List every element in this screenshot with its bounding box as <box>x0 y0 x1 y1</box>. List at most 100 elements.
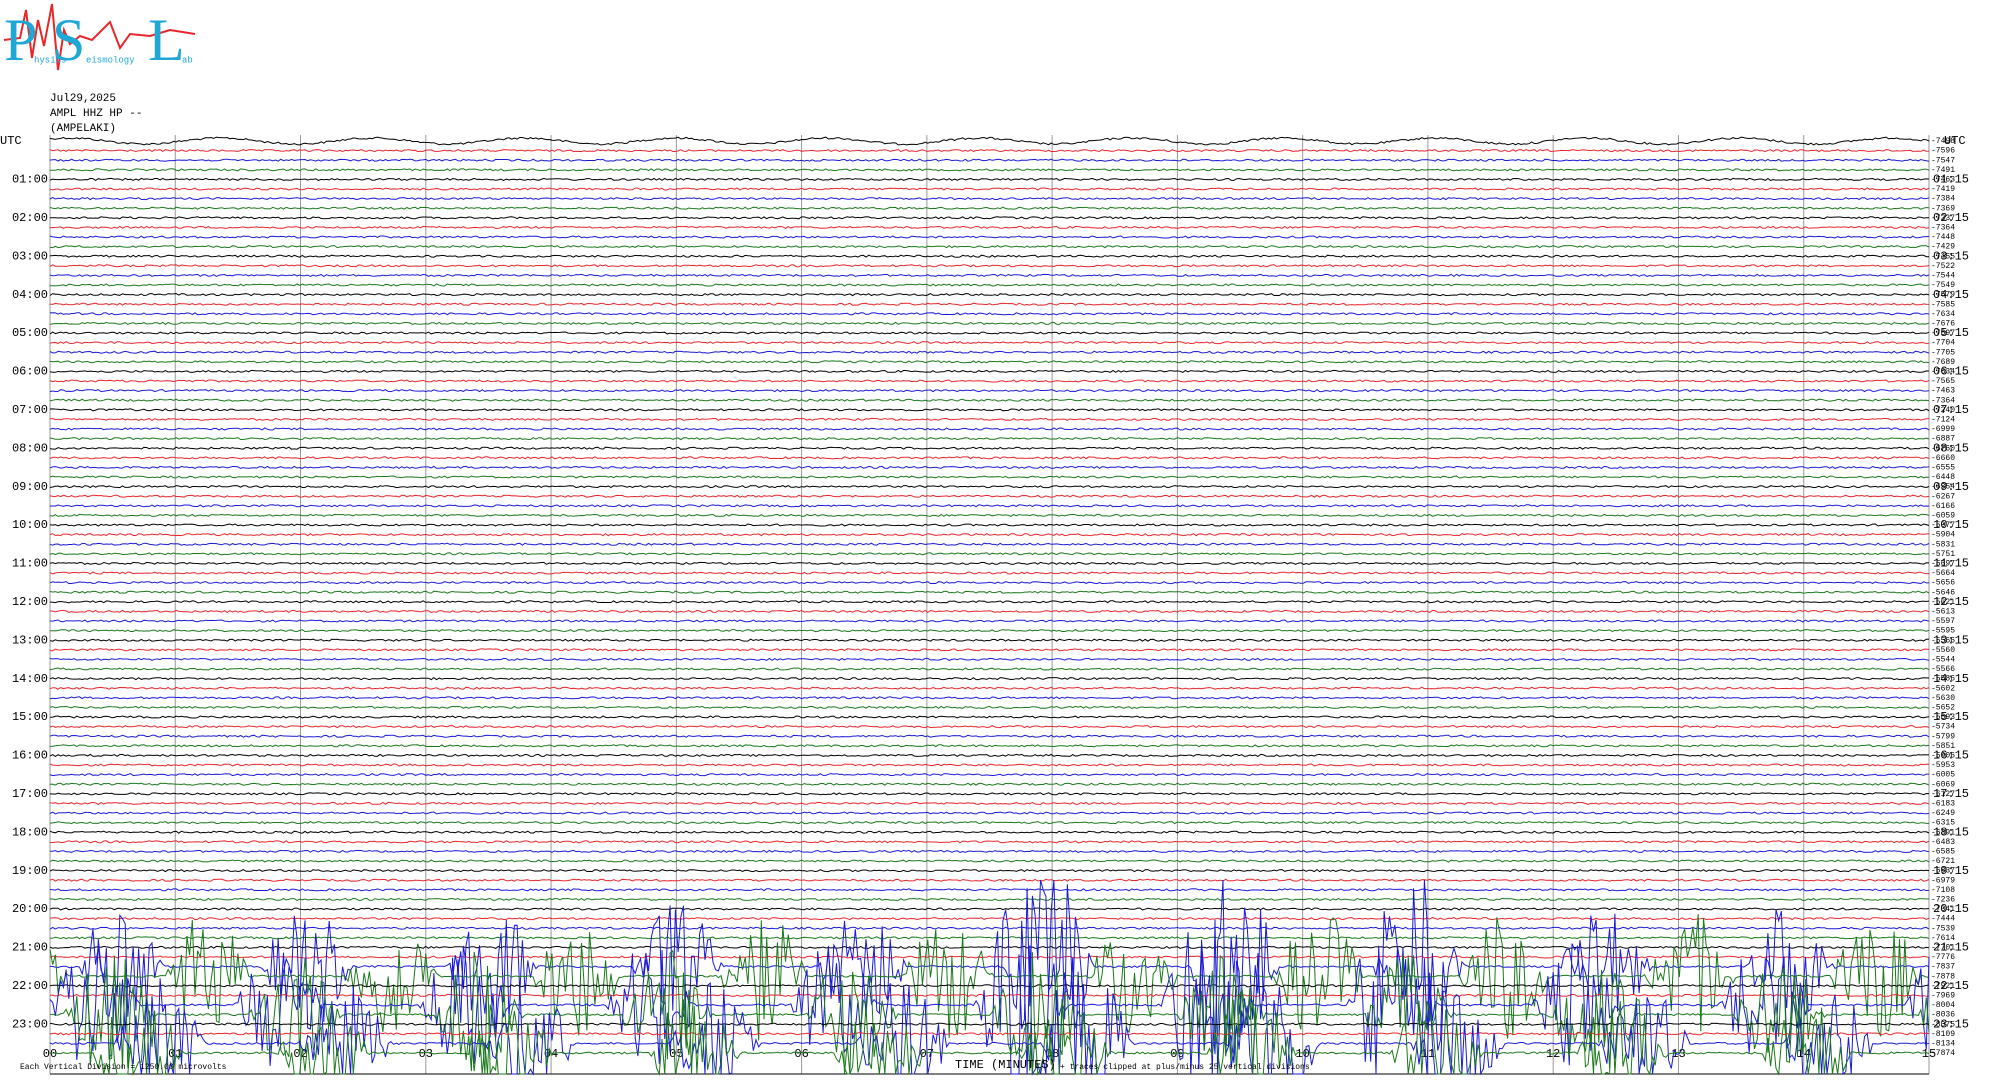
right-time-label: 12:15 <box>1933 595 1969 609</box>
x-tick-label: 05 <box>669 1047 683 1061</box>
trace <box>49 235 1930 239</box>
offset-label: -5560 <box>1931 646 1955 655</box>
trace <box>49 878 1930 882</box>
offset-label: -5656 <box>1931 579 1955 588</box>
left-time-label: 13:00 <box>12 633 48 647</box>
offset-label: -5595 <box>1931 627 1955 636</box>
date: Jul29,2025 <box>50 93 116 105</box>
offset-label: -7124 <box>1931 416 1955 425</box>
trace <box>49 580 1929 585</box>
offset-label: -5630 <box>1931 694 1955 703</box>
right-time-label: 07:15 <box>1933 403 1969 417</box>
offset-label: -7549 <box>1931 281 1955 290</box>
right-time-label: 19:15 <box>1933 864 1969 878</box>
offset-label: -6315 <box>1931 819 1955 828</box>
offset-label: -7498 <box>1931 137 1955 146</box>
left-time-label: 11:00 <box>12 557 48 571</box>
right-time-label: 16:15 <box>1933 749 1969 763</box>
offset-label: -8075 <box>1931 1020 1955 1029</box>
offset-label: -6999 <box>1931 425 1955 434</box>
logo-letter: S <box>52 7 85 73</box>
trace <box>49 648 1930 652</box>
offset-label: -5621 <box>1931 598 1955 607</box>
offset-label: -8134 <box>1931 1040 1955 1049</box>
offset-label: -7579 <box>1931 291 1955 300</box>
trace <box>49 244 1930 249</box>
offset-label: -7874 <box>1931 1049 1955 1058</box>
channel: AMPL HHZ HP -- <box>50 108 142 120</box>
offset-label: -6391 <box>1931 828 1955 837</box>
offset-label: -6059 <box>1931 512 1955 521</box>
trace <box>49 619 1930 623</box>
left-time-label: UTC <box>0 134 22 148</box>
offset-label: -7969 <box>1931 992 1955 1001</box>
right-time-label: UTC <box>1944 134 1966 148</box>
trace <box>49 293 1930 297</box>
offset-label: -7491 <box>1931 166 1955 175</box>
trace <box>49 321 1930 326</box>
x-tick-label: 15 <box>1922 1047 1936 1061</box>
trace <box>49 388 1930 393</box>
offset-label: -7701 <box>1931 944 1955 953</box>
left-time-label: 02:00 <box>12 211 48 225</box>
trace <box>49 715 1930 719</box>
offset-label: -6585 <box>1931 848 1955 857</box>
trace <box>49 696 1930 700</box>
trace <box>49 417 1930 422</box>
trace <box>49 494 1930 498</box>
trace <box>49 792 1930 796</box>
trace <box>49 830 1930 834</box>
trace <box>50 849 1930 854</box>
right-time-label: 08:15 <box>1933 441 1969 455</box>
left-time-label: 21:00 <box>12 941 48 955</box>
trace <box>49 676 1930 681</box>
offset-label: -5751 <box>1931 550 1955 559</box>
left-time-label: 01:00 <box>12 173 48 187</box>
left-time-label: 06:00 <box>12 365 48 379</box>
trace <box>49 936 1930 940</box>
trace <box>49 532 1930 537</box>
trace <box>49 782 1930 786</box>
offset-label: -5664 <box>1931 569 1955 578</box>
trace <box>49 341 1930 345</box>
x-axis-title: TIME (MINUTES) <box>955 1058 1056 1072</box>
trace <box>49 542 1930 546</box>
trace <box>49 949 1930 1075</box>
trace <box>49 917 1930 921</box>
x-tick-label: 06 <box>794 1047 808 1061</box>
offset-label: -5799 <box>1931 732 1955 741</box>
trace <box>49 187 1930 191</box>
offset-label: -7444 <box>1931 915 1955 924</box>
offset-label: -5566 <box>1931 665 1955 674</box>
trace <box>50 840 1930 844</box>
right-time-label: 03:15 <box>1933 249 1969 263</box>
left-time-label: 15:00 <box>12 710 48 724</box>
offset-label: -6721 <box>1931 857 1955 866</box>
offset-label: -6837 <box>1931 867 1955 876</box>
trace <box>49 926 1930 930</box>
trace <box>49 436 1930 441</box>
trace <box>49 953 1930 1076</box>
offset-label: -7240 <box>1931 406 1955 415</box>
offset-label: -6555 <box>1931 464 1955 473</box>
trace <box>49 427 1930 431</box>
trace <box>49 724 1930 729</box>
offset-label: -6887 <box>1931 435 1955 444</box>
trace <box>49 350 1930 354</box>
trace <box>49 177 1930 181</box>
trace <box>49 609 1930 614</box>
trace <box>49 993 1929 998</box>
trace <box>49 744 1930 748</box>
trace <box>49 820 1929 825</box>
offset-label: -8109 <box>1931 1030 1955 1039</box>
right-time-label: 01:15 <box>1933 173 1969 187</box>
left-time-label: 16:00 <box>12 749 48 763</box>
trace <box>49 475 1930 479</box>
offset-label: -5734 <box>1931 723 1955 732</box>
offset-label: -7448 <box>1931 233 1955 242</box>
trace <box>49 909 1930 1076</box>
offset-label: -5831 <box>1931 540 1955 549</box>
right-time-label: 04:15 <box>1933 288 1969 302</box>
